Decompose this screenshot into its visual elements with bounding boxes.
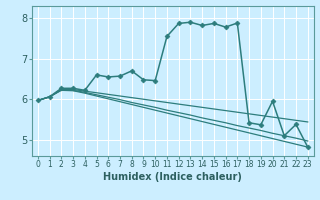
X-axis label: Humidex (Indice chaleur): Humidex (Indice chaleur) — [103, 172, 242, 182]
